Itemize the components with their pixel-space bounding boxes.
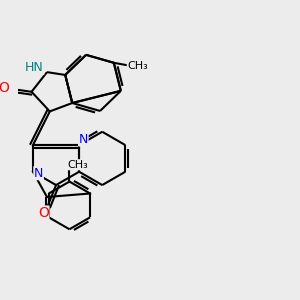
Text: O: O [38,206,49,220]
Text: O: O [0,81,9,94]
Text: HN: HN [25,61,44,74]
Text: N: N [34,167,43,180]
Text: N: N [79,133,88,146]
Text: CH₃: CH₃ [68,160,88,170]
Text: CH₃: CH₃ [127,61,148,70]
